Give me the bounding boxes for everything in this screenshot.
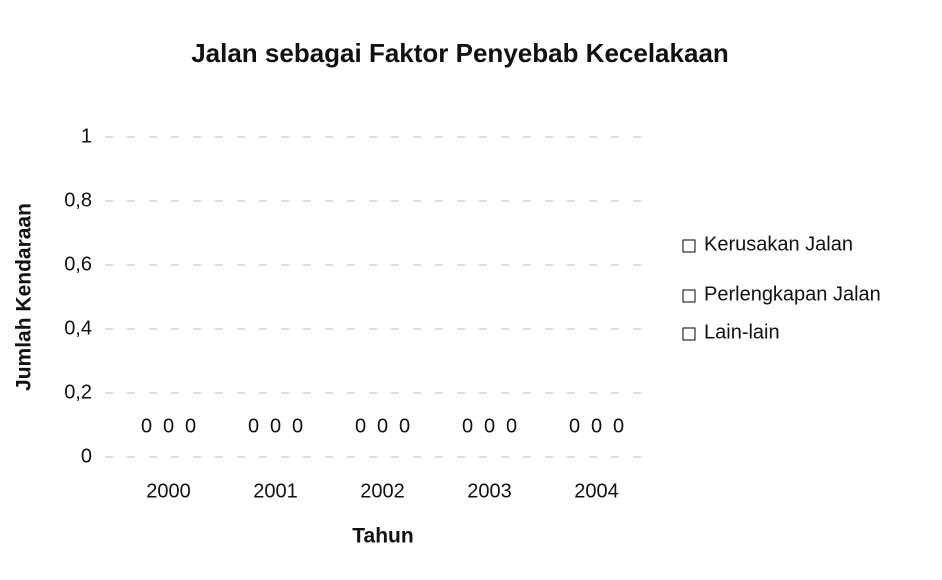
x-tick-label: 2001 xyxy=(253,480,298,502)
legend-label: Kerusakan Jalan xyxy=(704,233,853,255)
legend-swatch xyxy=(682,327,696,341)
legend-swatch xyxy=(682,289,696,303)
data-label: 0 xyxy=(270,415,281,437)
y-axis-title: Jumlah Kendaraan xyxy=(13,203,36,391)
data-label: 0 xyxy=(355,415,366,437)
y-tick-label: 0,4 xyxy=(64,317,92,339)
y-tick-label: 0,2 xyxy=(64,381,92,403)
x-tick-label: 2000 xyxy=(146,480,191,502)
y-tick-label: 0,6 xyxy=(64,253,92,275)
data-label: 0 xyxy=(377,415,388,437)
data-label: 0 xyxy=(141,415,152,437)
y-tick-label: 0,8 xyxy=(64,189,92,211)
chart-title: Jalan sebagai Faktor Penyebab Kecelakaan xyxy=(191,38,729,68)
x-tick-label: 2004 xyxy=(574,480,619,502)
data-label: 0 xyxy=(506,415,517,437)
data-label: 0 xyxy=(591,415,602,437)
data-label: 0 xyxy=(484,415,495,437)
legend-swatch xyxy=(682,239,696,253)
data-label: 0 xyxy=(185,415,196,437)
x-axis-title: Tahun xyxy=(352,525,413,548)
data-label: 0 xyxy=(163,415,174,437)
y-tick-label: 0 xyxy=(81,445,92,467)
data-label: 0 xyxy=(248,415,259,437)
data-label: 0 xyxy=(613,415,624,437)
x-tick-label: 2002 xyxy=(360,480,405,502)
y-tick-label: 1 xyxy=(81,125,92,147)
data-label: 0 xyxy=(569,415,580,437)
legend-label: Perlengkapan Jalan xyxy=(704,283,881,305)
data-label: 0 xyxy=(292,415,303,437)
legend-label: Lain-lain xyxy=(704,321,780,343)
data-label: 0 xyxy=(462,415,473,437)
x-tick-label: 2003 xyxy=(467,480,512,502)
data-label: 0 xyxy=(399,415,410,437)
